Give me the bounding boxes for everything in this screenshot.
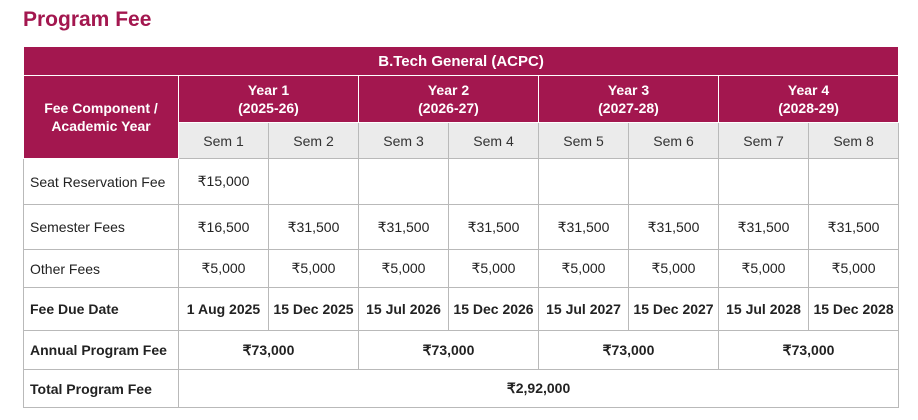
year-header-2: Year 2 (2026-27) bbox=[358, 75, 539, 123]
table-cell: ₹5,000 bbox=[807, 249, 900, 288]
table-cell: ₹16,500 bbox=[178, 204, 269, 250]
table-cell: 15 Jul 2027 bbox=[538, 287, 629, 331]
table-cell bbox=[807, 158, 900, 205]
table-cell: ₹31,500 bbox=[718, 204, 809, 250]
sem-header: Sem 6 bbox=[628, 122, 719, 159]
table-cell: ₹31,500 bbox=[538, 204, 629, 250]
year-header-3: Year 3 (2027-28) bbox=[538, 75, 719, 123]
year-label: Year 4 bbox=[787, 82, 830, 98]
table-cell: ₹5,000 bbox=[628, 249, 719, 288]
row-label: Fee Due Date bbox=[23, 287, 179, 331]
row-label: Other Fees bbox=[23, 249, 179, 288]
table-cell: 15 Dec 2025 bbox=[268, 287, 359, 331]
table-cell: 15 Dec 2028 bbox=[807, 287, 900, 331]
table-cell bbox=[718, 158, 809, 205]
table-row: Other Fees ₹5,000 ₹5,000 ₹5,000 ₹5,000 ₹… bbox=[23, 249, 900, 288]
component-header-line-2: Academic Year bbox=[51, 118, 151, 134]
table-cell: 1 Aug 2025 bbox=[178, 287, 269, 331]
table-cell: ₹73,000 bbox=[538, 330, 719, 370]
table-cell: ₹73,000 bbox=[358, 330, 539, 370]
row-label: Semester Fees bbox=[23, 204, 179, 250]
table-cell bbox=[448, 158, 539, 205]
table-cell: ₹5,000 bbox=[718, 249, 809, 288]
table-row: Annual Program Fee ₹73,000 ₹73,000 ₹73,0… bbox=[23, 330, 900, 370]
table-cell: ₹5,000 bbox=[268, 249, 359, 288]
sem-header: Sem 5 bbox=[538, 122, 629, 159]
table-cell: ₹5,000 bbox=[448, 249, 539, 288]
year-header-1: Year 1 (2025-26) bbox=[178, 75, 359, 123]
table-cell: 15 Jul 2026 bbox=[358, 287, 449, 331]
table-cell: ₹5,000 bbox=[538, 249, 629, 288]
table-row: Semester Fees ₹16,500 ₹31,500 ₹31,500 ₹3… bbox=[23, 204, 900, 250]
row-label: Seat Reservation Fee bbox=[23, 158, 179, 205]
table-cell: 15 Dec 2026 bbox=[448, 287, 539, 331]
table-cell: 15 Dec 2027 bbox=[628, 287, 719, 331]
table-cell: ₹73,000 bbox=[178, 330, 359, 370]
table-cell: ₹5,000 bbox=[358, 249, 449, 288]
year-header-4: Year 4 (2028-29) bbox=[717, 75, 900, 123]
table-cell: ₹31,500 bbox=[358, 204, 449, 250]
year-label: Year 1 bbox=[247, 82, 290, 98]
year-label: Year 3 bbox=[607, 82, 650, 98]
table-cell bbox=[358, 158, 449, 205]
table-cell: ₹15,000 bbox=[178, 158, 269, 205]
page-title: Program Fee bbox=[23, 8, 152, 31]
program-fee-table: B.Tech General (ACPC) Fee Component / Ac… bbox=[22, 46, 900, 408]
component-header-line-1: Fee Component / bbox=[44, 100, 158, 116]
year-period: (2028-29) bbox=[778, 100, 839, 116]
year-period: (2027-28) bbox=[598, 100, 659, 116]
table-cell bbox=[268, 158, 359, 205]
table-row: Fee Due Date 1 Aug 2025 15 Dec 2025 15 J… bbox=[23, 287, 900, 331]
table-cell: ₹31,500 bbox=[628, 204, 719, 250]
sem-header: Sem 8 bbox=[807, 122, 900, 159]
sem-header: Sem 7 bbox=[718, 122, 809, 159]
table-cell bbox=[628, 158, 719, 205]
year-period: (2026-27) bbox=[418, 100, 479, 116]
table-cell: ₹31,500 bbox=[448, 204, 539, 250]
sem-header: Sem 3 bbox=[358, 122, 449, 159]
year-period: (2025-26) bbox=[238, 100, 299, 116]
table-cell bbox=[538, 158, 629, 205]
table-cell: ₹31,500 bbox=[268, 204, 359, 250]
table-cell: ₹73,000 bbox=[717, 330, 900, 370]
table-row: Total Program Fee ₹2,92,000 bbox=[23, 369, 900, 408]
sem-header: Sem 2 bbox=[268, 122, 359, 159]
table-row: Seat Reservation Fee ₹15,000 bbox=[23, 158, 900, 205]
sem-header: Sem 1 bbox=[178, 122, 269, 159]
total-program-fee-value: ₹2,92,000 bbox=[177, 369, 900, 408]
year-label: Year 2 bbox=[427, 82, 470, 98]
component-header: Fee Component / Academic Year bbox=[23, 75, 179, 159]
table-cell: 15 Jul 2028 bbox=[718, 287, 809, 331]
row-label: Total Program Fee bbox=[23, 369, 179, 408]
sem-header: Sem 4 bbox=[448, 122, 539, 159]
table-title: B.Tech General (ACPC) bbox=[22, 46, 900, 76]
table-cell: ₹5,000 bbox=[178, 249, 269, 288]
table-cell: ₹31,500 bbox=[807, 204, 900, 250]
row-label: Annual Program Fee bbox=[23, 330, 179, 370]
